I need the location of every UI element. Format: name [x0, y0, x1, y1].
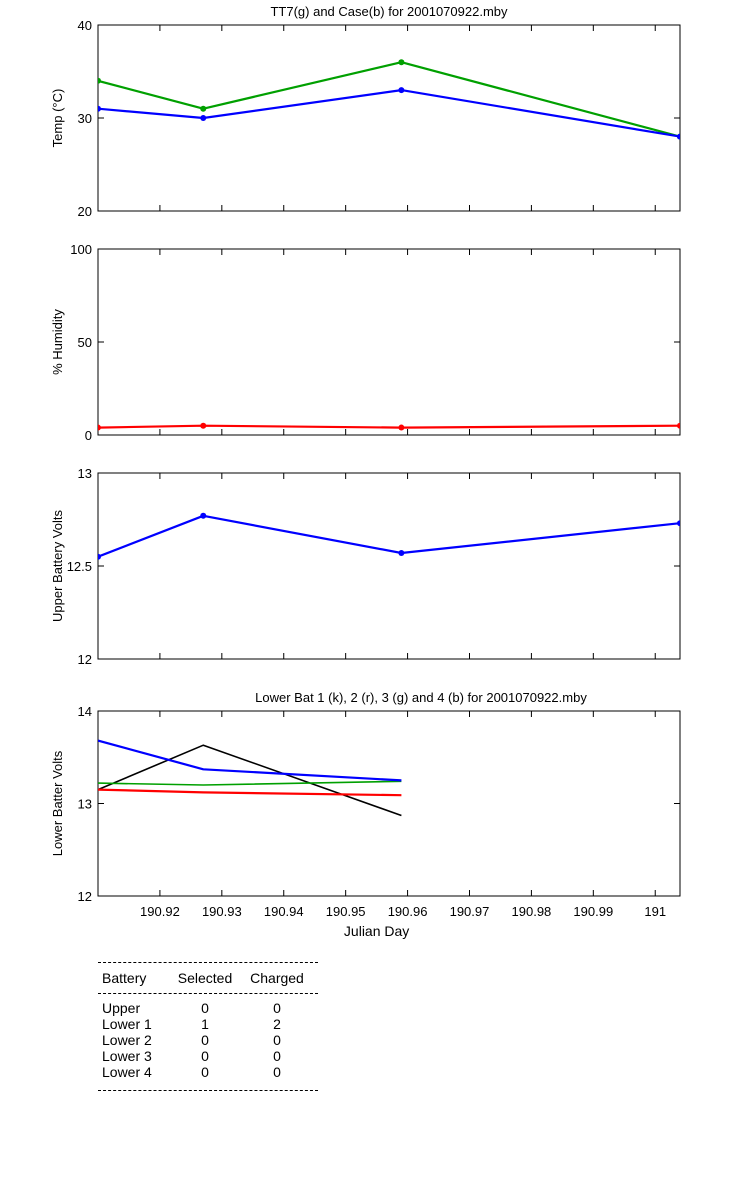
chart-title: Lower Bat 1 (k), 2 (r), 3 (g) and 4 (b) …: [255, 690, 587, 705]
x-tick-label: 190.94: [264, 904, 304, 919]
series-group: [98, 59, 680, 140]
data-point-humidity: [98, 424, 101, 431]
y-tick-label: 13: [78, 797, 92, 812]
y-tick-label: 30: [78, 111, 92, 126]
series-line-lower-bat-3: [98, 780, 402, 786]
y-axis-label: Upper Battery Volts: [50, 510, 65, 622]
y-tick-label: 20: [78, 204, 92, 219]
cell-charged: 0: [273, 1000, 281, 1016]
series-group: [98, 739, 402, 817]
plot-frame: [97, 248, 681, 436]
data-point-case: [677, 133, 680, 140]
data-point-humidity: [398, 424, 405, 431]
y-axis-label: % Humidity: [50, 309, 65, 375]
table-row: Upper 0 0: [98, 1000, 318, 1016]
y-tick-label: 50: [78, 335, 92, 350]
table-row: Lower 2 0 0: [98, 1032, 318, 1048]
cell-battery: Lower 4: [102, 1064, 152, 1080]
plot-frame: [97, 710, 681, 897]
data-point-case: [200, 115, 207, 121]
cell-battery: Lower 3: [102, 1048, 152, 1064]
plot-frame: [97, 472, 681, 660]
cell-selected: 0: [201, 1064, 209, 1080]
chart-panel-3: 12 12.5 13 Upper Battery Volts: [50, 466, 681, 667]
header-selected: Selected: [177, 970, 233, 986]
y-tick-label: 100: [70, 242, 92, 257]
table-top-rule: [98, 962, 318, 963]
series-line-upper: [98, 514, 680, 558]
y-axis-label: Lower Batter Volts: [50, 750, 65, 856]
chart-panel-4: 12 13 14 190.92 190.93 190.94 190.95 190.96 190.…: [50, 690, 681, 939]
x-axis-label: Julian Day: [344, 923, 409, 939]
series-line-tt7: [98, 61, 680, 138]
series-line-lower-bat-2: [98, 788, 402, 797]
cell-charged: 0: [273, 1032, 281, 1048]
series-line-lower-bat-4: [98, 739, 402, 782]
cell-battery: Upper: [102, 1000, 141, 1016]
data-point-case: [98, 105, 101, 112]
data-point-tt7: [398, 59, 405, 66]
chart-title: TT7(g) and Case(b) for 2001070922.mby: [270, 4, 508, 19]
data-point-upper: [677, 520, 680, 527]
data-point-upper: [200, 512, 207, 519]
y-tick-label: 14: [78, 704, 92, 719]
cell-selected: 1: [201, 1016, 209, 1032]
table-bottom-rule: [98, 1090, 318, 1091]
data-point-case: [398, 87, 405, 94]
table-row: Lower 3 0 0: [98, 1048, 318, 1064]
x-tick-label: 190.92: [140, 904, 180, 919]
series-group: [98, 422, 680, 431]
cell-battery: Lower 1: [102, 1016, 152, 1032]
data-point-upper: [398, 549, 405, 556]
header-battery: Battery: [102, 970, 147, 986]
series-line-lower-bat-1: [98, 744, 402, 817]
cell-charged: 0: [273, 1048, 281, 1064]
x-tick-label: 190.98: [512, 904, 552, 919]
y-axis-label: Temp (°C): [50, 89, 65, 148]
data-point-tt7: [200, 105, 207, 112]
x-tick-label: 190.99: [573, 904, 613, 919]
x-tick-label: 190.95: [326, 904, 366, 919]
table-header-rule: [98, 993, 318, 994]
series-line-humidity: [98, 424, 680, 429]
table-body: Upper 0 0 Lower 1 1 2 Lower 2 0 0 Lower …: [98, 994, 318, 1090]
cell-selected: 0: [201, 1000, 209, 1016]
x-tick-label: 190.97: [450, 904, 490, 919]
table-row: Lower 1 1 2: [98, 1016, 318, 1032]
data-point-upper: [98, 553, 101, 560]
cell-battery: Lower 2: [102, 1032, 152, 1048]
battery-table: Battery Selected Charged Upper 0 0 Lower…: [98, 962, 318, 1091]
x-tick-label: 190.93: [202, 904, 242, 919]
y-tick-label: 40: [78, 18, 92, 33]
data-point-humidity: [200, 422, 207, 429]
y-tick-label: 12: [78, 652, 92, 667]
data-point-tt7: [98, 77, 101, 84]
plot-frame: [97, 24, 681, 212]
series-line-case: [98, 88, 680, 138]
cell-charged: 2: [273, 1016, 281, 1032]
cell-selected: 0: [201, 1032, 209, 1048]
y-tick-label: 13: [78, 466, 92, 481]
chart-panel-2: 0 50 100 % Humidity: [50, 242, 681, 443]
header-charged: Charged: [250, 970, 304, 986]
y-tick-label: 0: [85, 428, 92, 443]
series-group: [98, 512, 680, 560]
cell-selected: 0: [201, 1048, 209, 1064]
y-tick-label: 12: [78, 889, 92, 904]
cell-charged: 0: [273, 1064, 281, 1080]
chart-panel-1: 20 30 40 TT7(g) and Case(b) for 2001070922.…: [50, 4, 681, 219]
table-header-row: Battery Selected Charged: [98, 963, 318, 993]
x-tick-label: 191: [644, 904, 666, 919]
table-row: Lower 4 0 0: [98, 1064, 318, 1080]
x-tick-label: 190.96: [388, 904, 428, 919]
y-tick-label: 12.5: [67, 559, 92, 574]
data-point-humidity: [677, 422, 680, 429]
